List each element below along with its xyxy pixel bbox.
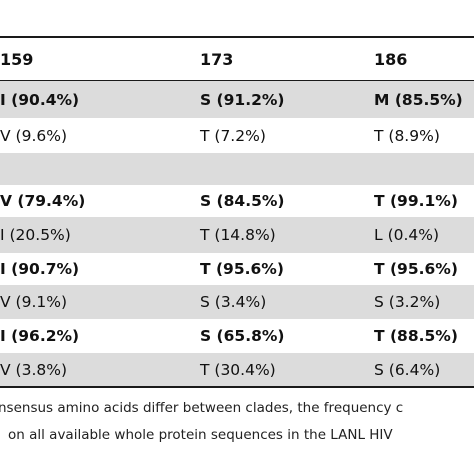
table-cell: T (8.9%)	[374, 126, 440, 145]
table-cell: S (65.8%)	[200, 327, 285, 345]
table-row: V (3.8%) T (30.4%) S (6.4%)	[0, 353, 474, 386]
table-caption-area	[0, 0, 474, 36]
table-cell: T (95.6%)	[200, 260, 284, 278]
table-row: I (20.5%) T (14.8%) L (0.4%)	[0, 217, 474, 253]
table-cell: V (9.6%)	[0, 126, 68, 145]
table-footnote-line-2: on all available whole protein sequences…	[8, 427, 393, 443]
table-cell: T (95.6%)	[374, 260, 458, 278]
table-row: I (90.7%) T (95.6%) T (95.6%)	[0, 253, 474, 285]
table-footnote-line-1: nsensus amino acids differ between clade…	[0, 400, 404, 416]
table-cell: S (3.4%)	[200, 293, 267, 311]
table-row: V (9.1%) S (3.4%) S (3.2%)	[0, 285, 474, 319]
table-cell: I (90.7%)	[0, 260, 80, 278]
table-cell: S (3.2%)	[374, 293, 441, 311]
column-header-159: 159	[0, 49, 34, 69]
table-cell: S (91.2%)	[200, 90, 285, 109]
table-bottom-rule	[0, 386, 474, 388]
table-cell: T (14.8%)	[200, 226, 276, 244]
table-cell: T (30.4%)	[200, 360, 276, 379]
table-cell: T (99.1%)	[374, 192, 458, 210]
table-cell: M (85.5%)	[374, 90, 463, 109]
table-top-rule	[0, 36, 474, 38]
table-row: V (79.4%) S (84.5%) T (99.1%)	[0, 185, 474, 217]
table-cell: I (20.5%)	[0, 226, 71, 244]
table-header-row: 159 173 186	[0, 38, 474, 80]
table-cell: V (9.1%)	[0, 293, 68, 311]
table-cell: T (88.5%)	[374, 327, 458, 345]
header-rule	[0, 80, 474, 81]
table-row: I (96.2%) S (65.8%) T (88.5%)	[0, 319, 474, 353]
table-cell: L (0.4%)	[374, 226, 440, 244]
column-header-173: 173	[200, 49, 234, 69]
table-row: V (9.6%) T (7.2%) T (8.9%)	[0, 118, 474, 153]
table-cell: S (6.4%)	[374, 360, 441, 379]
table-cell: I (90.4%)	[0, 90, 80, 109]
table-cell: V (79.4%)	[0, 192, 86, 210]
table-cell: T (7.2%)	[200, 126, 266, 145]
column-header-186: 186	[374, 49, 408, 69]
table-cell: S (84.5%)	[200, 192, 285, 210]
table-row	[0, 153, 474, 185]
table-cell: I (96.2%)	[0, 327, 80, 345]
table-cell: V (3.8%)	[0, 360, 68, 379]
table-row: I (90.4%) S (91.2%) M (85.5%)	[0, 81, 474, 118]
